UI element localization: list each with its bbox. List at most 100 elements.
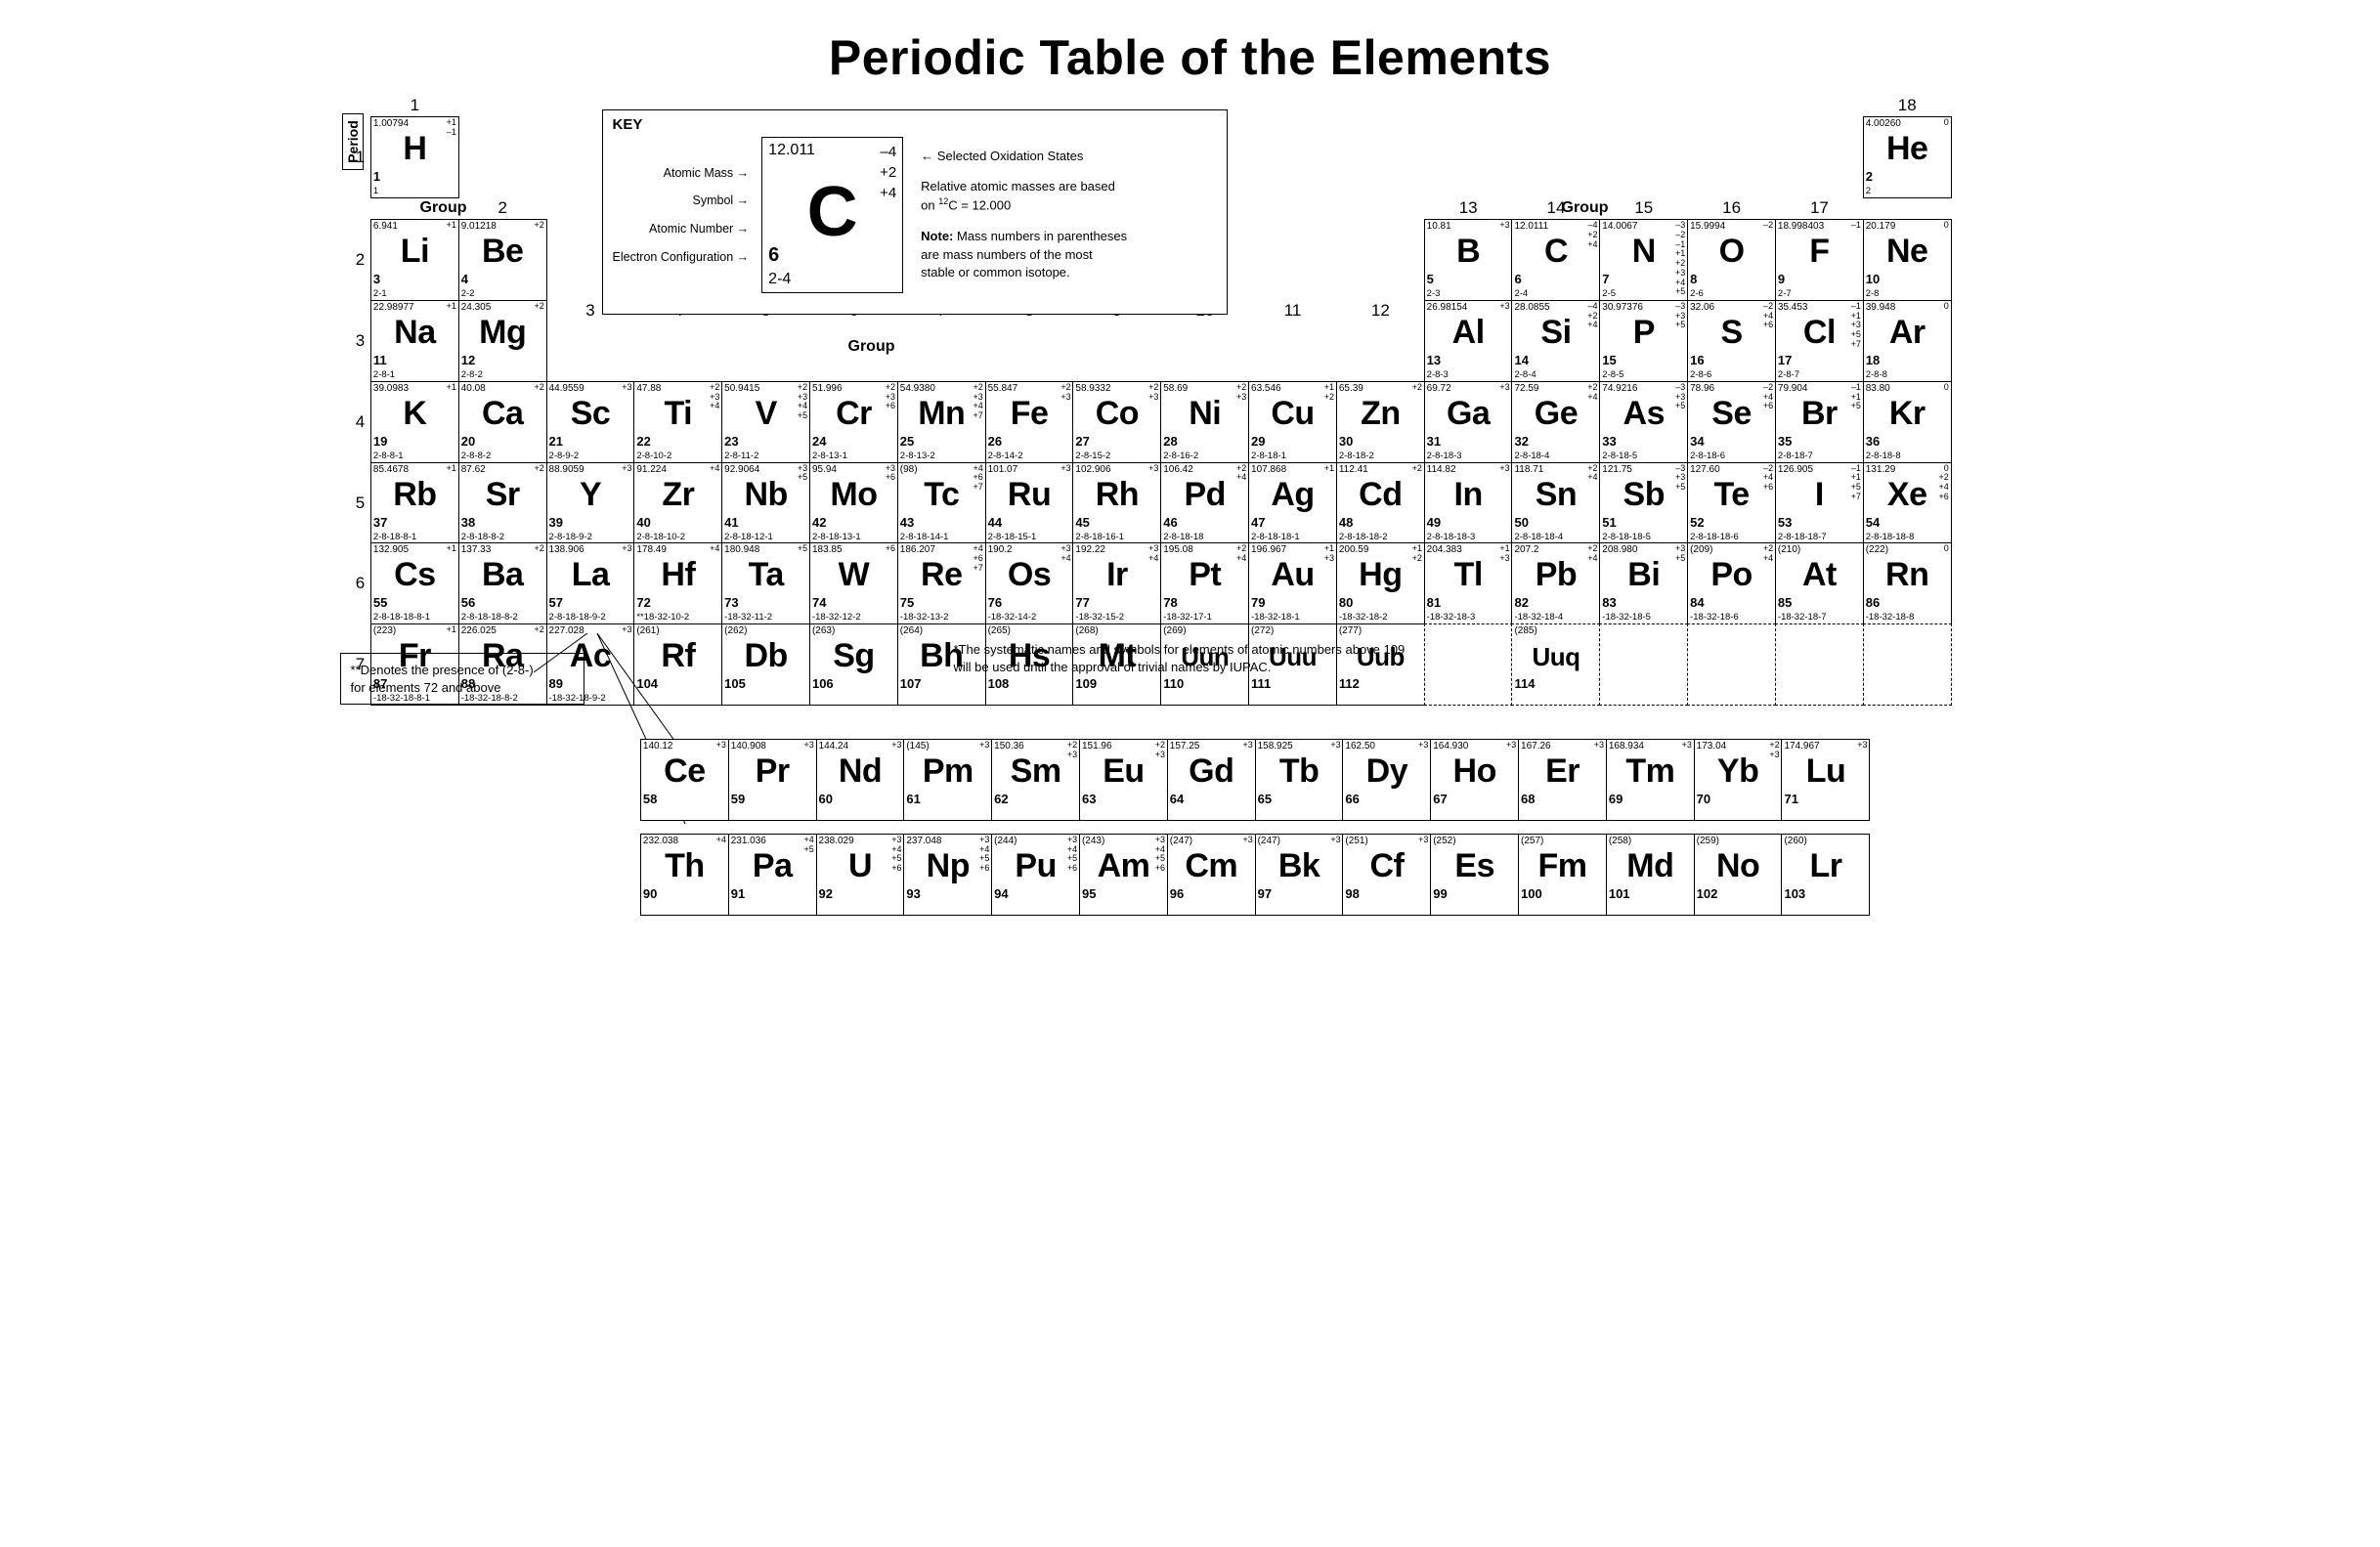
element-mass: 72.59 [1514,383,1538,394]
element-symbol: Rn [1864,556,1951,594]
element-ox: +3 [1060,464,1070,474]
element-O: 15.9994–2O82-6 [1687,219,1776,301]
element-number: 82 [1514,595,1528,610]
element-ox: +2 [1412,464,1422,474]
element-mass: 79.904 [1778,383,1808,394]
element-number: 91 [731,886,745,901]
element-mass: (243) [1082,836,1104,846]
element-Ge: 72.59+2 +4Ge322-8-18-4 [1511,381,1600,463]
element-symbol: Cu [1249,395,1336,433]
element-mass: 44.9559 [549,383,584,394]
element-number: 32 [1514,434,1528,449]
element-Ar: 39.9480Ar182-8-8 [1863,300,1952,382]
element-symbol: Po [1688,556,1775,594]
element-ec: 2-8-10-2 [636,451,671,461]
legend-relmass-sup: 12 [938,196,948,206]
footnote-iupac-1: *The systematic names and symbols for el… [954,642,1406,657]
element-Ir: 192.22+3 +4Ir77-18-32-15-2 [1072,542,1161,624]
element-number: 22 [636,434,650,449]
element-symbol: Mo [810,476,897,514]
period-number: 4 [350,381,371,462]
element-mass: 92.9064 [724,464,759,475]
element-symbol: Nd [817,752,904,791]
element-ox: +3 [1418,836,1428,845]
element-ec: 2-8-18-16-1 [1075,532,1124,542]
element-mass: (285) [1514,625,1536,636]
element-Sb: 121.75–3 +3 +5Sb512-8-18-18-5 [1599,462,1688,544]
element-empty [1775,623,1864,706]
element-Xe: 131.290 +2 +4 +6Xe542-8-18-18-8 [1863,462,1952,544]
element-ec: 2-8-4 [1514,369,1536,380]
element-Fm: (257)Fm100 [1518,834,1607,916]
element-number: 107 [900,676,922,691]
element-empty [1599,623,1688,706]
element-mass: (145) [906,741,929,752]
element-number: 14 [1514,353,1528,367]
element-mass: 132.905 [373,544,409,555]
element-symbol: Os [986,556,1073,594]
element-mass: 190.2 [988,544,1013,555]
element-ec: 2-8 [1866,288,1880,299]
element-number: 27 [1075,434,1089,449]
element-F: 18.998403–1F92-7 [1775,219,1864,301]
element-symbol: Na [371,314,458,352]
element-ox: +1 [447,464,456,474]
element-Po: (209)+2 +4Po84-18-32-18-6 [1687,542,1776,624]
element-ox: 0 [1944,221,1949,231]
element-ec: 2-8-18-8-2 [461,532,504,542]
legend-example-symbol: C [762,172,902,252]
element-mass: (262) [724,625,747,636]
element-mass: 138.906 [549,544,584,555]
element-number: 94 [994,886,1008,901]
element-ox: 0 [1944,118,1949,128]
element-Na: 22.98977+1Na112-8-1 [370,300,459,382]
element-number: 90 [643,886,657,901]
element-ox: +3 [716,741,726,751]
element-ec: 2-8-8-1 [373,451,404,461]
element-Cu: 63.546+1 +2Cu292-8-18-1 [1248,381,1337,463]
element-mass: (268) [1075,625,1098,636]
element-symbol: I [1776,476,1863,514]
element-symbol: Cf [1343,847,1430,885]
element-ec: 2-8-18-18-6 [1690,532,1739,542]
element-Pd: 106.42+2 +4Pd462-8-18-18 [1160,462,1249,544]
period-number: 2 [350,220,371,301]
element-mass: 164.930 [1433,741,1468,752]
legend-atomic-number-label: Atomic Number [613,215,750,243]
element-ec: 2-8-18-18-8-1 [373,612,430,623]
element-mass: 173.04 [1697,741,1727,752]
element-Ho: 164.930+3Ho67 [1430,739,1519,821]
element-Hf: 178.49+4Hf72**18-32-10-2 [633,542,722,624]
element-mass: 127.60 [1690,464,1720,475]
element-ox: +3 [622,544,631,554]
element-mass: 200.59 [1339,544,1369,555]
element-ec: 2-2 [461,288,475,299]
element-symbol: La [547,556,634,594]
element-symbol: Sn [1512,476,1599,514]
element-number: 92 [819,886,833,901]
element-Th: 232.038+4Th90 [640,834,729,916]
element-symbol: K [371,395,458,433]
element-mass: (223) [373,625,396,636]
element-ox: +3 [1506,741,1516,751]
element-mass: 232.038 [643,836,678,846]
element-number: 77 [1075,595,1089,610]
element-ox: +3 [979,741,989,751]
element-symbol: Pa [729,847,816,885]
actinide-row: 232.038+4Th90231.036+4 +5Pa91238.029+3 +… [641,835,1870,916]
element-Sr: 87.62+2Sr382-8-18-8-2 [458,462,547,544]
element-mass: (277) [1339,625,1362,636]
element-ox: –2 [1763,221,1773,231]
element-mass: 137.33 [461,544,492,555]
element-number: 101 [1609,886,1630,901]
element-ec: 1 [373,186,378,196]
element-Bi: 208.980+3 +5Bi83-18-32-18-5 [1599,542,1688,624]
element-ox: +3 [622,625,631,635]
legend-note-2: are mass numbers of the most [921,247,1093,262]
element-ox: +3 [1857,741,1867,751]
element-ox: +3 [1499,221,1509,231]
element-symbol: Ne [1864,233,1951,271]
element-Kr: 83.800Kr362-8-18-8 [1863,381,1952,463]
group-number: 2 [458,198,546,220]
element-number: 42 [812,515,826,530]
